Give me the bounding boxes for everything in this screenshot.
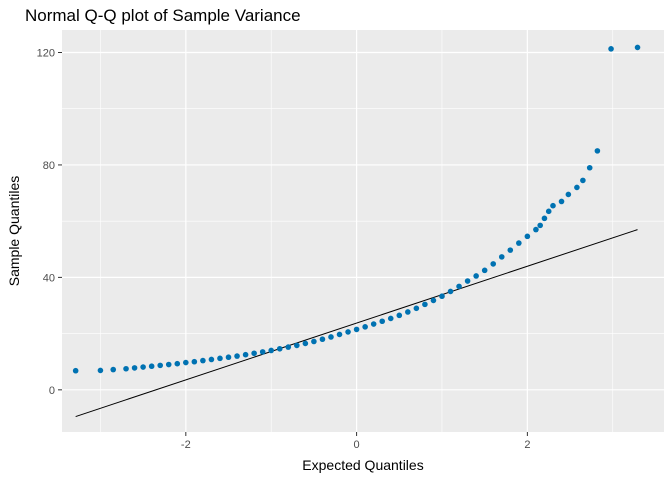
points-layer [72,44,641,374]
minor-gridlines [62,30,664,432]
data-point [131,365,138,371]
data-point [558,198,565,205]
data-point [217,355,223,362]
reference-line-layer [75,229,638,418]
reference-line [75,229,638,418]
data-point [251,350,257,357]
data-point [464,278,471,284]
data-point [387,315,394,322]
data-point [294,342,300,349]
data-point [608,46,614,52]
data-point [439,293,445,300]
data-point [285,344,292,350]
data-point [456,283,462,290]
data-point [481,267,488,274]
data-point [422,301,428,308]
y-tick-label: 0 [49,385,55,397]
data-point [200,357,206,364]
x-tick-label: 2 [524,439,530,451]
data-point [123,365,129,372]
data-point [311,338,317,345]
y-axis-ticks: 0 40 80 120 [37,47,62,397]
data-point [541,215,548,222]
data-point [396,312,403,319]
plot-panel [62,30,664,432]
data-point [586,164,593,171]
data-point [594,148,601,154]
data-point [565,191,572,198]
data-point [362,324,368,330]
y-tick-label: 80 [43,160,55,172]
data-point [370,321,377,327]
x-tick-label: 0 [354,439,360,451]
data-point [328,334,334,340]
data-point [405,309,411,315]
data-point [302,340,309,347]
data-point [319,336,326,343]
data-point [353,326,360,333]
data-point [507,247,514,253]
data-point [379,318,386,325]
data-point [533,226,539,233]
data-point [336,331,343,338]
data-point [183,359,189,366]
data-point [345,329,351,335]
data-point [148,363,155,370]
y-tick-label: 40 [43,272,55,284]
data-point [259,349,266,355]
data-point [276,345,283,352]
data-point [490,261,497,267]
data-point [225,354,232,361]
data-point [191,358,198,365]
data-point [537,222,543,229]
data-point [110,366,117,373]
major-gridlines [62,30,664,432]
y-axis-title: Sample Quantiles [6,176,22,287]
data-point [430,297,437,304]
y-tick-label: 120 [37,47,55,59]
data-point [524,233,531,240]
data-point [268,347,275,354]
data-point [242,351,249,358]
data-point [634,44,641,51]
data-point [140,364,146,370]
data-point [72,367,79,374]
data-point [550,202,556,209]
x-tick-label: -2 [181,439,191,451]
data-point [413,305,420,312]
chart-title: Normal Q-Q plot of Sample Variance [25,6,301,25]
data-point [165,361,172,368]
data-point [545,208,552,215]
data-point [174,360,181,367]
data-point [516,240,522,246]
data-point [498,254,505,260]
data-point [580,177,586,184]
data-point [574,184,580,191]
x-axis-title: Expected Quantiles [302,457,423,473]
data-point [97,367,104,374]
data-point [208,356,215,363]
x-axis-ticks: -2 0 2 [181,432,530,451]
data-point [157,362,163,369]
data-point [447,288,454,295]
data-point [473,273,479,279]
data-point [234,353,240,359]
